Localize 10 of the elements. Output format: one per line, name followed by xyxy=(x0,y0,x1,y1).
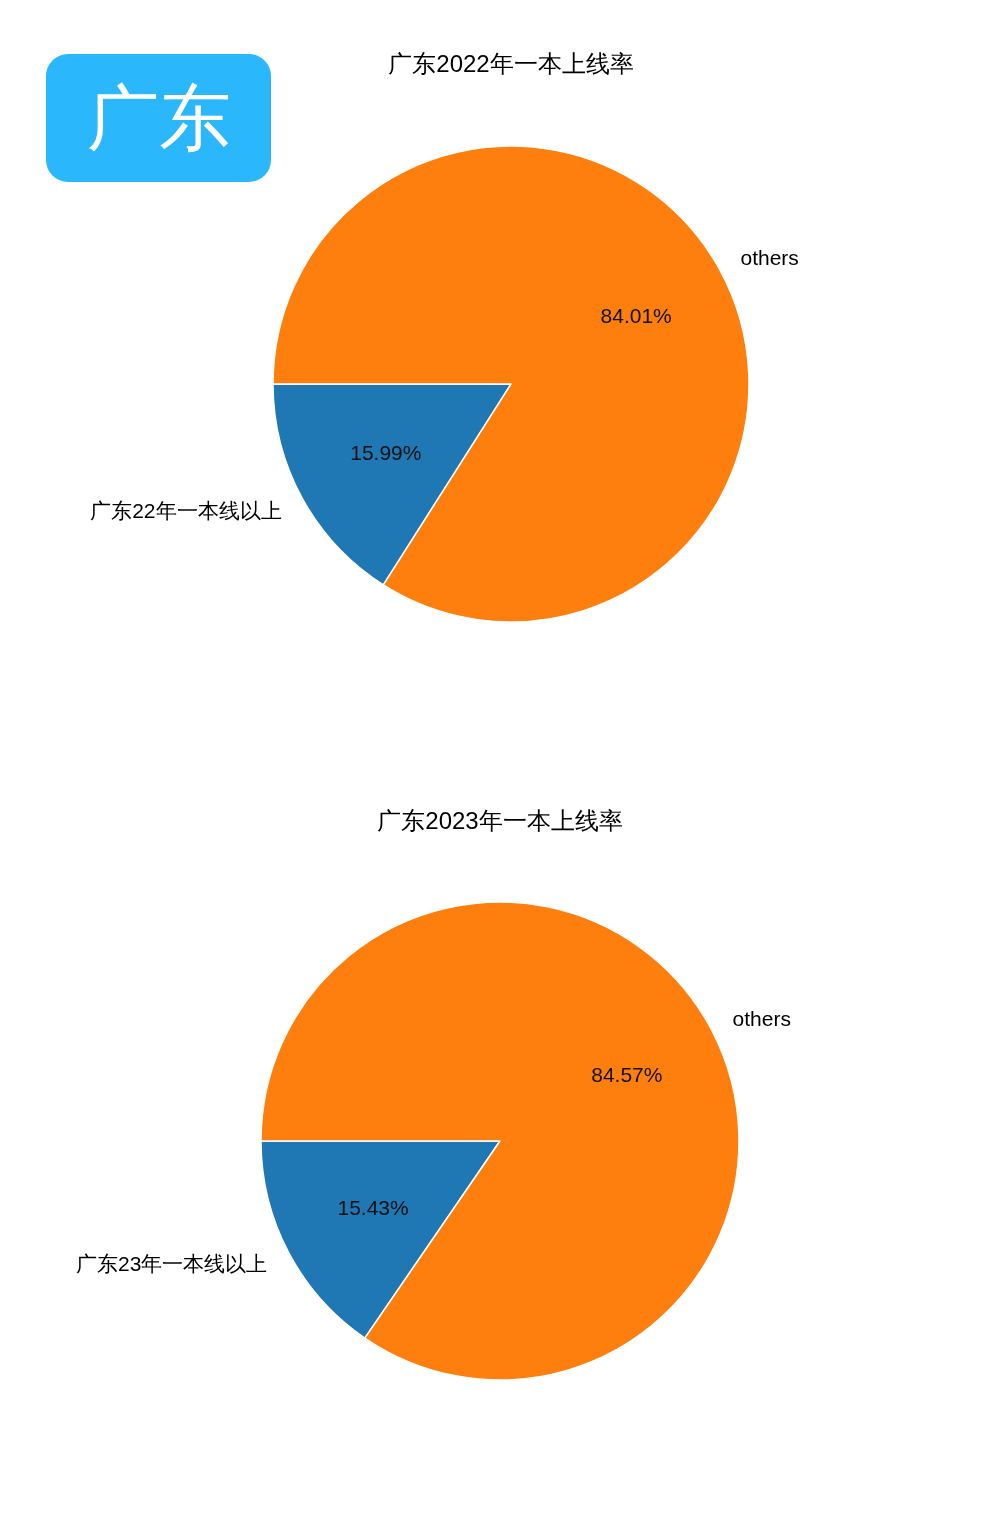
chart-title: 广东2022年一本上线率 xyxy=(388,49,634,77)
slice-label: 广东23年一本线以上 xyxy=(76,1252,268,1276)
data-label: 15.99% xyxy=(350,441,422,465)
data-label: 15.43% xyxy=(337,1196,409,1220)
slice-label: others xyxy=(740,246,799,270)
slice-label: 广东22年一本线以上 xyxy=(90,498,282,522)
data-label: 84.01% xyxy=(600,303,672,327)
slice-label: others xyxy=(732,1006,791,1030)
data-label: 84.57% xyxy=(591,1062,663,1086)
chart-title: 广东2023年一本上线率 xyxy=(377,806,623,834)
